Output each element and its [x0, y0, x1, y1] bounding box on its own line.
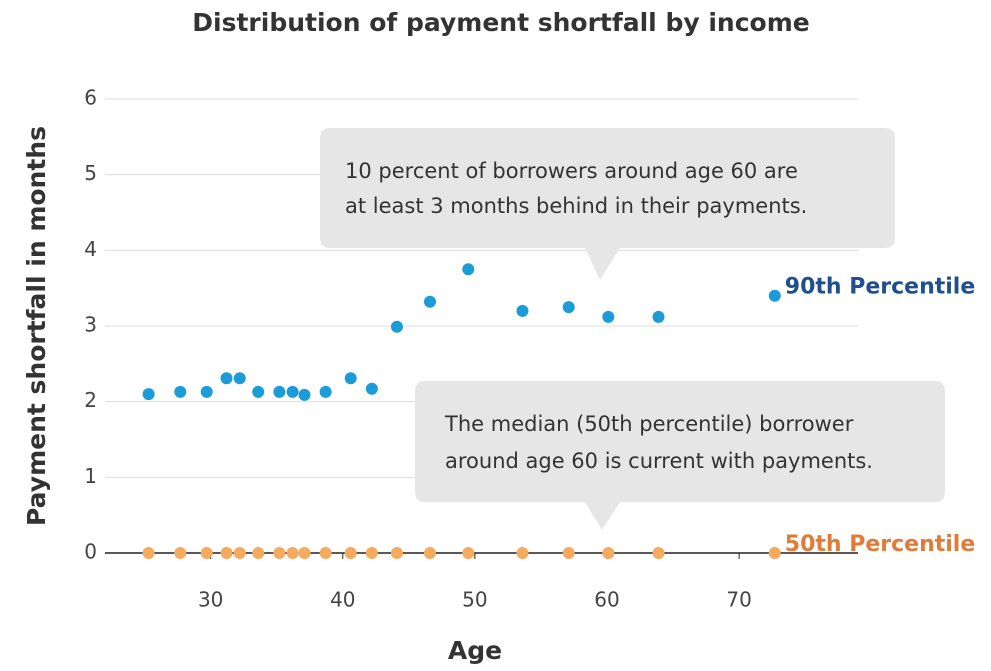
point [602, 310, 615, 323]
point [390, 320, 403, 333]
point [768, 547, 781, 559]
y-tick-label: 2 [84, 388, 97, 412]
point [298, 388, 311, 401]
point [252, 385, 265, 398]
point [286, 385, 299, 398]
y-tick-label: 1 [84, 464, 97, 488]
point [142, 547, 155, 559]
point [516, 304, 529, 317]
point [174, 547, 187, 559]
annotation: around age 60 is current with payments. [445, 449, 873, 473]
callout [415, 381, 945, 530]
x-tick-label: 30 [198, 588, 223, 612]
x-tick-label: 60 [594, 588, 619, 612]
annotation: at least 3 months behind in their paymen… [345, 194, 807, 218]
point [462, 547, 475, 559]
annotation: 10 percent of borrowers around age 60 ar… [345, 159, 798, 183]
point [273, 547, 286, 559]
x-axis-label: Age [448, 636, 502, 665]
point [652, 547, 665, 559]
point [273, 385, 286, 398]
x-tick-label: 40 [330, 588, 355, 612]
point [768, 289, 781, 302]
point [220, 547, 233, 559]
point [602, 547, 615, 559]
x-tick-label: 50 [462, 588, 487, 612]
point [233, 547, 246, 559]
point [423, 295, 436, 308]
y-tick-label: 4 [84, 237, 97, 261]
point [423, 547, 436, 559]
point [516, 547, 529, 559]
point [365, 382, 378, 395]
point [562, 301, 575, 314]
point [286, 547, 299, 559]
point [200, 385, 213, 398]
chart-title: Distribution of payment shortfall by inc… [192, 8, 809, 37]
point [298, 547, 311, 559]
callout [320, 128, 895, 280]
series-label: 50th Percentile [785, 532, 976, 557]
y-tick-label: 6 [84, 86, 97, 110]
x-tick-label: 70 [726, 588, 751, 612]
point [344, 372, 357, 385]
y-tick-label: 3 [84, 313, 97, 337]
point [390, 547, 403, 559]
annotation: The median (50th percentile) borrower [444, 412, 854, 436]
point [200, 547, 213, 559]
point [365, 547, 378, 559]
point [319, 385, 332, 398]
y-tick-label: 5 [84, 161, 97, 185]
point [174, 385, 187, 398]
point [462, 263, 475, 276]
point [652, 310, 665, 323]
y-tick-label: 0 [84, 540, 97, 564]
point [319, 547, 332, 559]
point [142, 388, 155, 401]
point [220, 372, 233, 385]
point [252, 547, 265, 559]
point [233, 372, 246, 385]
series-label: 90th Percentile [785, 275, 976, 300]
point [344, 547, 357, 559]
point [562, 547, 575, 559]
y-axis-label: Payment shortfall in months [22, 126, 51, 526]
